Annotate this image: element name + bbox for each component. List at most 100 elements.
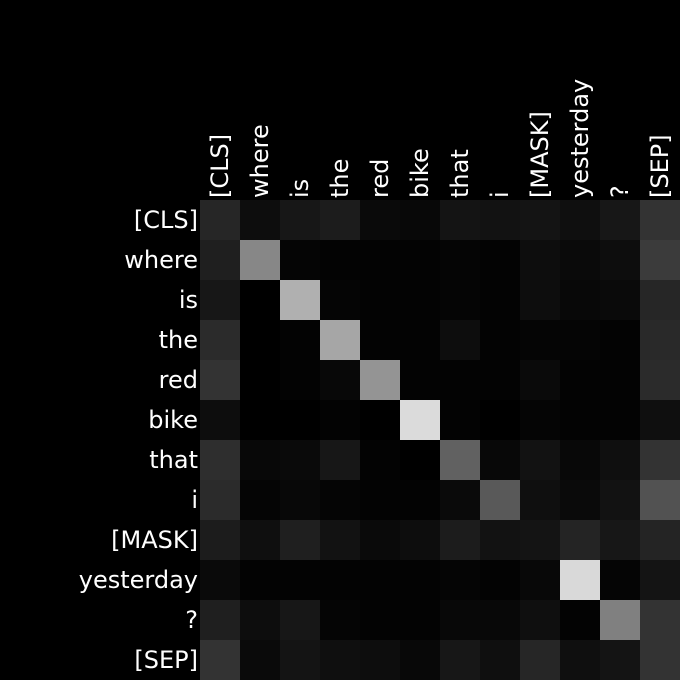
row-label: bike [148, 406, 198, 434]
heatmap-cell [640, 520, 680, 560]
heatmap-cell [560, 280, 600, 320]
heatmap-cell [600, 520, 640, 560]
heatmap-cell [280, 560, 320, 600]
heatmap-cell [520, 600, 560, 640]
column-label: the [326, 159, 354, 198]
heatmap-cell [560, 360, 600, 400]
heatmap-cell [520, 320, 560, 360]
heatmap-cell [360, 600, 400, 640]
heatmap-cell [280, 320, 320, 360]
heatmap-cell [280, 520, 320, 560]
heatmap-cell [200, 360, 240, 400]
heatmap-cell [400, 440, 440, 480]
column-label: [MASK] [526, 111, 554, 198]
row-label: the [159, 326, 198, 354]
heatmap-cell [600, 360, 640, 400]
column-label: where [246, 124, 274, 198]
heatmap-cell [360, 400, 400, 440]
heatmap-cell [480, 280, 520, 320]
heatmap-cell [640, 560, 680, 600]
heatmap-cell [360, 320, 400, 360]
heatmap-cell [280, 440, 320, 480]
heatmap-cell [560, 440, 600, 480]
heatmap-cell [200, 560, 240, 600]
heatmap-cell [440, 280, 480, 320]
heatmap-cell [520, 360, 560, 400]
heatmap-cell [520, 640, 560, 680]
column-label: bike [406, 148, 434, 198]
heatmap-cell [400, 200, 440, 240]
heatmap-cell [440, 400, 480, 440]
heatmap-cell [640, 200, 680, 240]
heatmap-cell [480, 240, 520, 280]
heatmap-cell [480, 640, 520, 680]
heatmap-cell [480, 360, 520, 400]
heatmap-cell [480, 400, 520, 440]
row-label: red [159, 366, 198, 394]
heatmap-cell [320, 440, 360, 480]
heatmap-cell [440, 200, 480, 240]
heatmap-cell [600, 240, 640, 280]
heatmap-cell [240, 440, 280, 480]
heatmap-cell [360, 200, 400, 240]
heatmap-cell [360, 640, 400, 680]
heatmap-cell [560, 480, 600, 520]
heatmap-cell [600, 320, 640, 360]
heatmap-cell [400, 560, 440, 600]
heatmap-cell [600, 400, 640, 440]
heatmap-cell [280, 640, 320, 680]
heatmap-cell [520, 400, 560, 440]
heatmap-cell [400, 600, 440, 640]
heatmap-cell [560, 600, 600, 640]
heatmap-cell [600, 560, 640, 600]
heatmap-cell [560, 400, 600, 440]
heatmap-cell [400, 240, 440, 280]
heatmap-cell [520, 280, 560, 320]
heatmap-cell [240, 400, 280, 440]
heatmap-cell [640, 360, 680, 400]
heatmap-cell [200, 640, 240, 680]
heatmap-cell [480, 560, 520, 600]
heatmap-cell [360, 280, 400, 320]
heatmap-cell [440, 240, 480, 280]
heatmap-cell [360, 560, 400, 600]
heatmap-cell [360, 440, 400, 480]
heatmap-cell [360, 360, 400, 400]
heatmap-cell [480, 320, 520, 360]
column-label: red [366, 159, 394, 198]
row-label: i [191, 486, 198, 514]
heatmap-cell [520, 440, 560, 480]
heatmap-cell [600, 600, 640, 640]
heatmap-cell [640, 440, 680, 480]
heatmap-cell [240, 320, 280, 360]
heatmap-cell [400, 360, 440, 400]
heatmap-cell [480, 480, 520, 520]
heatmap-cell [280, 480, 320, 520]
heatmap-cell [440, 440, 480, 480]
heatmap-cell [240, 640, 280, 680]
heatmap-cell [560, 560, 600, 600]
heatmap-cell [200, 320, 240, 360]
heatmap-cell [240, 480, 280, 520]
heatmap-cell [400, 280, 440, 320]
heatmap-cell [240, 360, 280, 400]
heatmap-cell [240, 600, 280, 640]
heatmap-cell [280, 240, 320, 280]
heatmap-cell [240, 240, 280, 280]
heatmap-cell [440, 600, 480, 640]
heatmap-cell [360, 520, 400, 560]
column-label: that [446, 149, 474, 198]
heatmap-cell [560, 640, 600, 680]
heatmap-cell [280, 360, 320, 400]
heatmap-cell [320, 400, 360, 440]
row-label: ? [185, 606, 198, 634]
heatmap-cell [520, 200, 560, 240]
heatmap-cell [480, 600, 520, 640]
heatmap-cell [320, 200, 360, 240]
row-label: that [149, 446, 198, 474]
row-label: yesterday [79, 566, 198, 594]
heatmap-cell [200, 600, 240, 640]
heatmap-cell [480, 520, 520, 560]
row-label: [MASK] [111, 526, 198, 554]
heatmap-cell [600, 440, 640, 480]
